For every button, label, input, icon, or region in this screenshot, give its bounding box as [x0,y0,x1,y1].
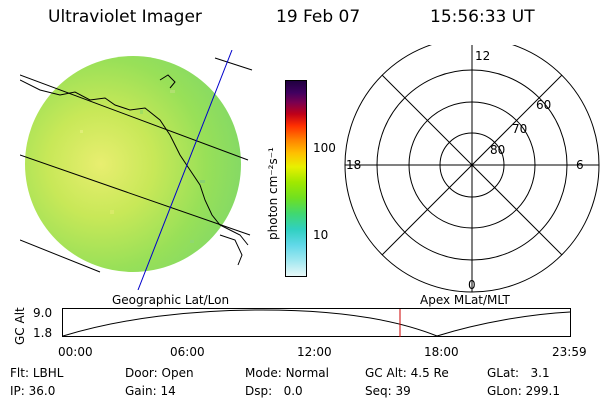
color-scale-bar [285,80,307,277]
lat-line-3 [20,239,101,273]
status-ip: IP: 36.0 [10,384,56,398]
polar-mlt-plot: 12 18 6 0 60 70 80 [344,45,600,293]
time-label: 15:56:33 UT [430,7,535,27]
instrument-title: Ultraviolet Imager [48,7,202,27]
date-label: 19 Feb 07 [276,7,361,27]
coastline [20,79,249,246]
lat-line-2 [20,154,251,236]
lat-label-60: 60 [536,98,551,112]
status-mode: Mode: Normal [245,366,329,380]
mlt-label-12: 12 [475,49,490,63]
time-tick-1200: 12:00 [297,345,332,359]
lat-line-1 [20,74,249,161]
status-gc-alt: GC Alt: 4.5 Re [365,366,449,380]
altitude-axis-label: GC Alt [13,307,27,345]
coastline-island [159,74,176,89]
lat-label-80: 80 [490,143,505,157]
status-flt: Flt: LBHL [10,366,64,380]
status-door: Door: Open [125,366,194,380]
geographic-label: Geographic Lat/Lon [112,293,230,307]
time-tick-0600: 06:00 [170,345,205,359]
colorbar-tick-100: 100 [313,141,336,155]
mlt-label-6: 6 [576,158,584,172]
lat-line-top [214,57,253,71]
coastline-south [219,234,243,266]
apex-label: Apex MLat/MLT [420,293,510,307]
mlt-label-18: 18 [346,158,361,172]
colorbar-tick-10: 10 [313,228,329,242]
status-seq: Seq: 39 [365,384,411,398]
colorbar-unit-label: photon cm⁻²s⁻¹ [266,147,280,240]
status-gain: Gain: 14 [125,384,176,398]
lon-line [137,50,233,290]
altitude-curve [62,309,571,337]
time-tick-0000: 00:00 [58,345,93,359]
status-dsp: Dsp: 0.0 [245,384,303,398]
polar-diagonal-2 [381,74,563,256]
earth-disk [25,56,241,272]
earth-uv-image [20,50,253,290]
status-glat: GLat: 3.1 [487,366,550,380]
status-glon: GLon: 299.1 [487,384,560,398]
altitude-plot [62,308,571,337]
altitude-plot-frame [62,308,571,337]
time-tick-1800: 18:00 [424,345,459,359]
time-tick-2359: 23:59 [552,345,587,359]
altitude-tick-min: 1.8 [33,326,53,340]
altitude-tick-max: 9.0 [33,306,53,320]
lat-label-70: 70 [512,122,527,136]
mlt-label-0: 0 [468,278,476,292]
